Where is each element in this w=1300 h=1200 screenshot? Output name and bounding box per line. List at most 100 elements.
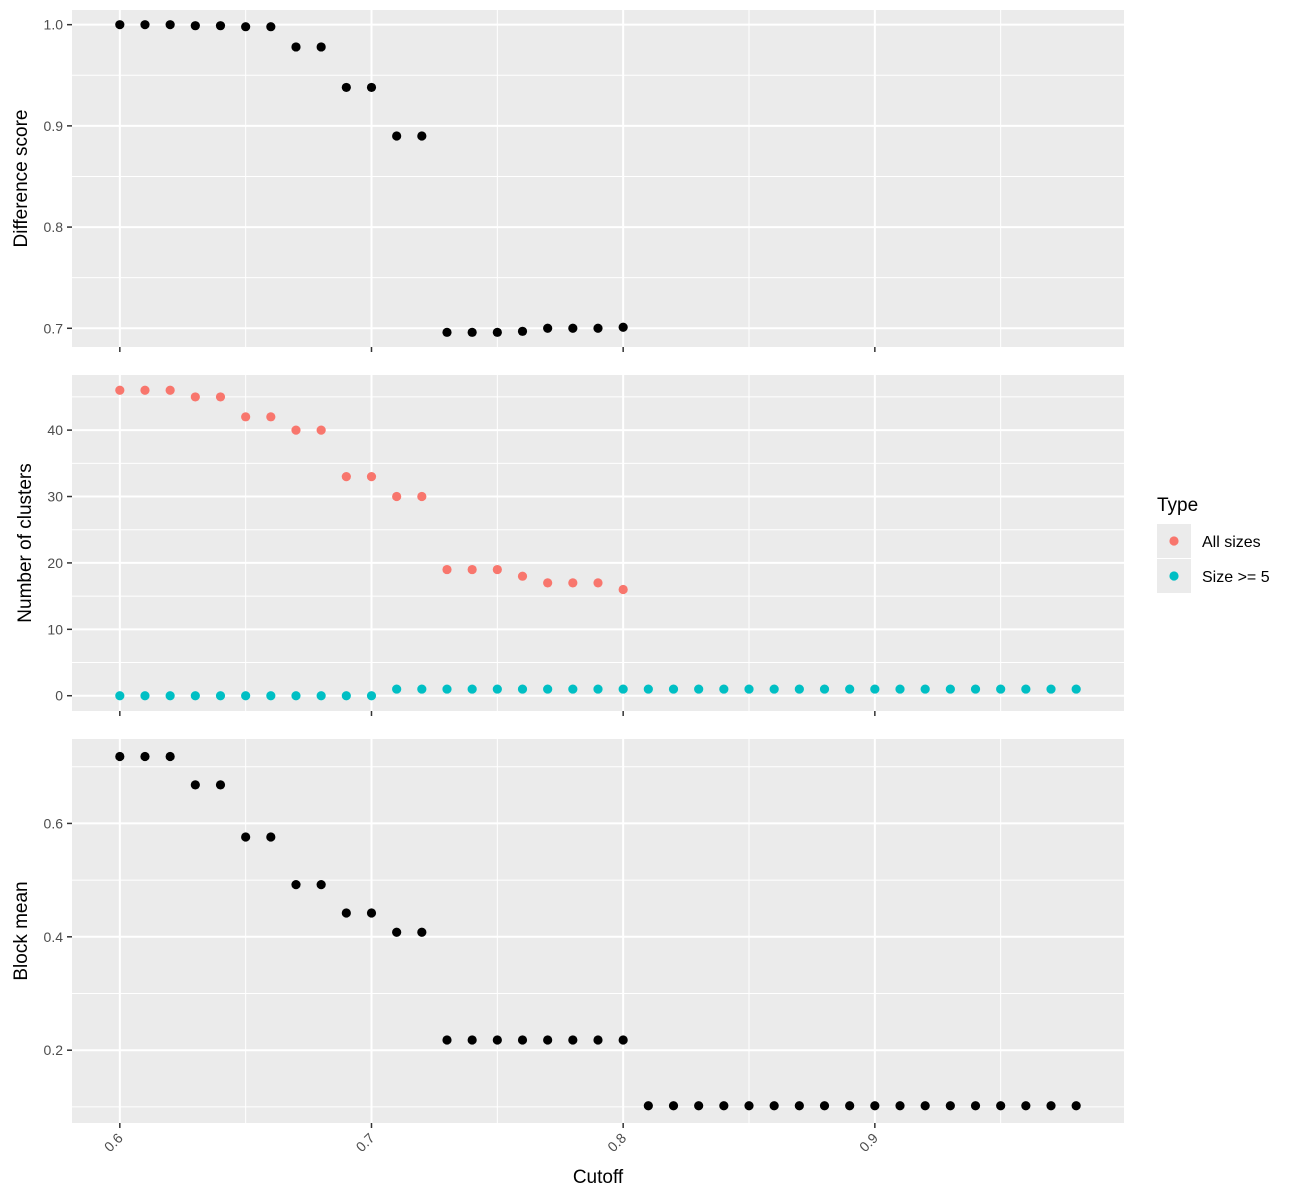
data-point xyxy=(568,323,578,333)
data-point xyxy=(115,751,125,762)
data-point xyxy=(1071,1101,1081,1111)
legend-key-1 xyxy=(1169,536,1179,546)
data-point xyxy=(215,780,226,790)
data-point xyxy=(845,1101,855,1111)
point-all-sizes xyxy=(618,584,628,595)
point-all-sizes xyxy=(417,491,427,502)
data-point xyxy=(1046,1101,1056,1111)
data-point xyxy=(593,323,603,333)
point-size-5 xyxy=(442,684,452,694)
point-all-sizes xyxy=(492,564,502,575)
data-point xyxy=(492,1035,502,1045)
point-all-sizes xyxy=(215,392,226,402)
data-point xyxy=(492,327,502,337)
data-point xyxy=(316,42,326,52)
legend-label-1: All sizes xyxy=(1202,534,1261,551)
data-point xyxy=(643,1101,653,1111)
y-tick-label: 30 xyxy=(47,489,63,505)
point-size-5 xyxy=(819,684,830,694)
data-point xyxy=(920,1101,930,1111)
data-point xyxy=(769,1101,779,1111)
y-axis-title: Block mean xyxy=(11,881,32,980)
point-size-5 xyxy=(190,691,200,701)
data-point xyxy=(215,21,226,31)
point-size-5 xyxy=(996,684,1006,694)
point-size-5 xyxy=(467,684,477,694)
point-all-sizes xyxy=(341,471,351,482)
point-size-5 xyxy=(341,691,351,701)
point-size-5 xyxy=(618,684,628,694)
data-point xyxy=(618,1035,628,1045)
data-point xyxy=(392,131,402,141)
data-point xyxy=(366,908,377,918)
point-all-sizes xyxy=(241,412,251,422)
data-point xyxy=(316,880,326,890)
point-size-5 xyxy=(719,684,729,694)
data-point xyxy=(568,1035,578,1045)
point-size-5 xyxy=(215,691,226,701)
data-point xyxy=(543,1035,553,1045)
data-point xyxy=(668,1101,679,1111)
y-axis-title: Difference score xyxy=(11,110,32,248)
y-tick-label: 0.2 xyxy=(44,1042,64,1058)
data-point xyxy=(618,322,628,332)
point-size-5 xyxy=(115,691,125,701)
point-size-5 xyxy=(920,684,930,694)
point-all-sizes xyxy=(467,564,477,575)
point-size-5 xyxy=(744,684,754,694)
legend-label-2: Size >= 5 xyxy=(1202,569,1270,586)
data-point xyxy=(115,20,125,30)
point-all-sizes xyxy=(543,578,553,588)
point-size-5 xyxy=(945,684,955,694)
y-tick-label: 40 xyxy=(47,422,63,438)
panel-background xyxy=(72,739,1124,1123)
point-all-sizes xyxy=(266,412,276,422)
x-tick-label: 0.8 xyxy=(604,1130,629,1155)
data-point xyxy=(694,1101,704,1111)
point-all-sizes xyxy=(115,385,125,395)
data-point xyxy=(417,131,427,141)
point-all-sizes xyxy=(517,571,528,581)
point-size-5 xyxy=(694,684,704,694)
legend-key-2 xyxy=(1169,571,1179,581)
y-tick-label: 10 xyxy=(47,621,63,637)
point-size-5 xyxy=(266,691,276,701)
point-size-5 xyxy=(643,684,653,694)
point-all-sizes xyxy=(366,471,377,482)
data-point xyxy=(970,1101,981,1111)
point-size-5 xyxy=(1021,684,1031,694)
data-point xyxy=(744,1101,754,1111)
x-axis-title: Cutoff xyxy=(573,1167,624,1188)
point-size-5 xyxy=(241,691,251,701)
panel-3: 0.2 0.4 0.6 Block mean 0.6 0.7 0.8 0.9 xyxy=(11,739,1124,1155)
data-point xyxy=(467,327,477,337)
data-point xyxy=(517,1035,528,1045)
point-size-5 xyxy=(392,684,402,694)
data-point xyxy=(895,1101,905,1111)
data-point xyxy=(140,751,150,762)
data-point xyxy=(241,832,251,842)
data-point xyxy=(291,880,301,890)
data-point xyxy=(442,327,452,337)
y-tick-label: 0.6 xyxy=(44,815,64,831)
data-point xyxy=(190,21,200,31)
point-all-sizes xyxy=(291,425,301,435)
data-point xyxy=(165,20,175,30)
point-size-5 xyxy=(1046,684,1056,694)
data-point xyxy=(140,20,150,30)
point-size-5 xyxy=(794,684,804,694)
panel-1: 0.7 0.8 0.9 1.0 Difference score xyxy=(11,10,1124,352)
data-point xyxy=(190,780,200,790)
point-size-5 xyxy=(543,684,553,694)
y-tick-label: 1.0 xyxy=(44,17,64,33)
point-size-5 xyxy=(417,684,427,694)
point-size-5 xyxy=(970,684,981,694)
data-point xyxy=(341,82,351,93)
point-all-sizes xyxy=(392,491,402,502)
point-all-sizes xyxy=(190,392,200,402)
panel-background xyxy=(72,375,1124,711)
x-tick-label: 0.9 xyxy=(856,1130,881,1155)
point-all-sizes xyxy=(593,578,603,588)
y-tick-label: 0 xyxy=(55,688,63,704)
